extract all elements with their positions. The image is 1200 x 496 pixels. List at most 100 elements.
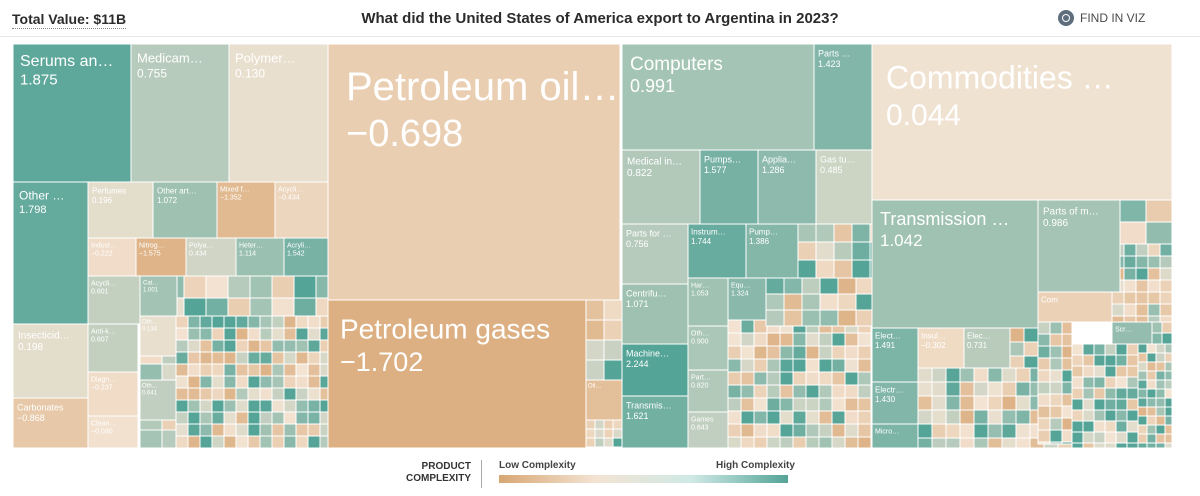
treemap-filler-tile[interactable] (1115, 354, 1128, 367)
treemap-filler-tile[interactable] (1164, 415, 1173, 426)
treemap-filler-tile[interactable] (307, 399, 321, 413)
treemap-filler-tile[interactable] (1123, 267, 1137, 281)
treemap-filler-tile[interactable] (945, 437, 961, 449)
treemap-filler-tile[interactable] (1137, 397, 1148, 408)
treemap-filler-tile[interactable] (271, 375, 285, 389)
treemap-filler-tile[interactable] (1093, 442, 1106, 449)
treemap-filler-tile[interactable] (1135, 267, 1149, 281)
treemap-tile[interactable] (871, 423, 919, 449)
treemap-filler-tile[interactable] (235, 351, 249, 365)
treemap-filler-tile[interactable] (844, 332, 859, 347)
treemap-filler-tile[interactable] (211, 423, 225, 437)
treemap-filler-tile[interactable] (1104, 365, 1117, 378)
treemap-filler-tile[interactable] (727, 371, 742, 386)
treemap-tile[interactable] (152, 181, 218, 239)
treemap-filler-tile[interactable] (1135, 255, 1149, 269)
treemap-filler-tile[interactable] (319, 411, 329, 425)
treemap-filler-tile[interactable] (1049, 333, 1063, 347)
treemap-filler-tile[interactable] (818, 397, 833, 412)
treemap-filler-tile[interactable] (818, 410, 833, 425)
treemap-filler-tile[interactable] (227, 275, 251, 299)
treemap-filler-tile[interactable] (819, 277, 839, 295)
treemap-filler-tile[interactable] (819, 309, 839, 327)
treemap-filler-tile[interactable] (797, 241, 817, 261)
treemap-filler-tile[interactable] (1082, 398, 1095, 411)
treemap-filler-tile[interactable] (917, 423, 933, 439)
treemap-filler-tile[interactable] (1049, 345, 1063, 359)
treemap-filler-tile[interactable] (271, 435, 285, 449)
treemap-filler-tile[interactable] (805, 358, 820, 373)
treemap-filler-tile[interactable] (1082, 354, 1095, 367)
treemap-filler-tile[interactable] (199, 327, 213, 341)
treemap-filler-tile[interactable] (295, 423, 309, 437)
treemap-tile[interactable] (621, 43, 815, 151)
treemap-filler-tile[interactable] (223, 399, 237, 413)
treemap-filler-tile[interactable] (235, 399, 249, 413)
treemap-filler-tile[interactable] (818, 423, 833, 438)
treemap-filler-tile[interactable] (585, 437, 596, 448)
treemap-filler-tile[interactable] (1093, 409, 1106, 422)
treemap-filler-tile[interactable] (779, 358, 794, 373)
treemap-filler-tile[interactable] (283, 375, 297, 389)
treemap-filler-tile[interactable] (1037, 369, 1051, 383)
treemap-filler-tile[interactable] (1155, 415, 1166, 426)
treemap-filler-tile[interactable] (818, 384, 833, 399)
treemap-filler-tile[interactable] (235, 363, 249, 377)
treemap-filler-tile[interactable] (1147, 267, 1161, 281)
treemap-filler-tile[interactable] (1159, 303, 1173, 317)
treemap-filler-tile[interactable] (307, 339, 321, 353)
treemap-filler-tile[interactable] (199, 423, 213, 437)
treemap-filler-tile[interactable] (259, 387, 273, 401)
treemap-filler-tile[interactable] (779, 384, 794, 399)
treemap-filler-tile[interactable] (1049, 417, 1063, 431)
treemap-filler-tile[interactable] (315, 275, 329, 299)
treemap-filler-tile[interactable] (1164, 379, 1173, 390)
treemap-filler-tile[interactable] (1082, 420, 1095, 433)
treemap-filler-tile[interactable] (779, 332, 794, 347)
treemap-filler-tile[interactable] (271, 339, 285, 353)
treemap-filler-tile[interactable] (931, 423, 947, 439)
treemap-filler-tile[interactable] (307, 423, 321, 437)
treemap-filler-tile[interactable] (1126, 420, 1139, 433)
treemap-filler-tile[interactable] (1146, 397, 1157, 408)
treemap-filler-tile[interactable] (1049, 429, 1063, 443)
treemap-filler-tile[interactable] (1146, 433, 1157, 444)
treemap-filler-tile[interactable] (931, 437, 947, 449)
treemap-filler-tile[interactable] (1151, 321, 1163, 334)
treemap-filler-tile[interactable] (1049, 393, 1063, 407)
treemap-filler-tile[interactable] (594, 428, 605, 439)
treemap-tile[interactable] (917, 327, 965, 369)
treemap-tile[interactable] (871, 199, 1039, 329)
treemap-filler-tile[interactable] (833, 259, 853, 279)
treemap-filler-tile[interactable] (1049, 357, 1063, 371)
treemap-filler-tile[interactable] (211, 387, 225, 401)
treemap-filler-tile[interactable] (1119, 199, 1147, 223)
treemap-filler-tile[interactable] (973, 381, 989, 397)
treemap-filler-tile[interactable] (857, 358, 872, 373)
treemap-filler-tile[interactable] (1104, 420, 1117, 433)
treemap-filler-tile[interactable] (917, 381, 933, 397)
treemap-filler-tile[interactable] (1001, 437, 1017, 449)
treemap-filler-tile[interactable] (740, 384, 755, 399)
treemap-filler-tile[interactable] (319, 327, 329, 341)
treemap-filler-tile[interactable] (740, 410, 755, 425)
treemap-filler-tile[interactable] (987, 423, 1003, 439)
treemap-tile[interactable] (699, 149, 759, 225)
treemap-filler-tile[interactable] (247, 363, 261, 377)
treemap-tile[interactable] (87, 371, 139, 417)
treemap-filler-tile[interactable] (1137, 406, 1148, 417)
treemap-filler-tile[interactable] (1082, 431, 1095, 444)
treemap-filler-tile[interactable] (1071, 343, 1084, 356)
treemap-filler-tile[interactable] (1104, 343, 1117, 356)
treemap-tile[interactable] (687, 223, 747, 279)
treemap-filler-tile[interactable] (1104, 387, 1117, 400)
treemap-filler-tile[interactable] (295, 339, 309, 353)
treemap-filler-tile[interactable] (857, 436, 872, 449)
treemap-filler-tile[interactable] (727, 358, 742, 373)
total-value[interactable]: Total Value: $11B (12, 11, 127, 29)
treemap-filler-tile[interactable] (1126, 343, 1139, 356)
treemap-filler-tile[interactable] (1155, 379, 1166, 390)
treemap-filler-tile[interactable] (283, 423, 297, 437)
treemap-filler-tile[interactable] (1146, 343, 1157, 354)
treemap-filler-tile[interactable] (1137, 370, 1148, 381)
